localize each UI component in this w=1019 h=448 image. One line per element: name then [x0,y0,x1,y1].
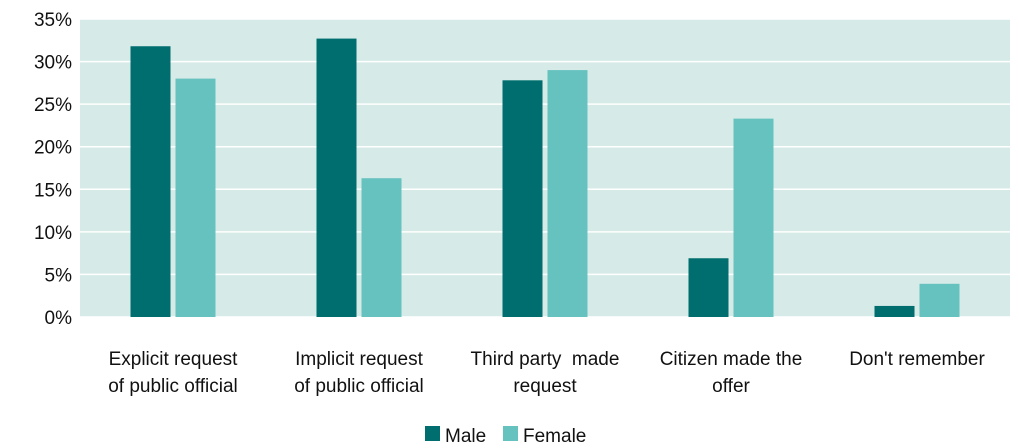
gridlines [80,18,1010,318]
y-tick-label: 15% [34,180,72,201]
y-tick-label: 20% [34,138,72,159]
legend-label-male: Male [445,426,486,447]
category-label: Explicit request [109,349,239,370]
bar-female-3 [733,118,774,317]
category-label: request [513,376,577,397]
category-label: Don't remember [849,349,985,370]
category-label: Citizen made the [660,349,803,370]
y-tick-label: 0% [45,308,73,329]
category-label: Third party made [471,349,620,370]
legend: Male Female [425,426,586,447]
plot-area [80,19,1010,317]
y-tick-label: 10% [34,223,72,244]
y-tick-label: 5% [45,265,73,286]
bar-female-2 [547,70,588,317]
legend-swatch-male [425,426,440,441]
category-label: Implicit request [295,349,423,370]
category-label: of public official [294,376,424,397]
y-tick-label: 25% [34,95,72,116]
y-axis-ticks: 0% 5% 10% 15% 20% 25% 30% 35% [34,10,72,329]
legend-label-female: Female [523,426,586,447]
x-axis-categories: Explicit request of public official Implic… [108,349,985,397]
bar-female-0 [175,78,216,317]
bar-male-4 [874,305,915,317]
bars [130,38,960,317]
y-tick-label: 30% [34,53,72,74]
bar-male-3 [688,258,729,317]
bar-male-0 [130,46,171,317]
bar-male-1 [316,38,357,317]
category-label: of public official [108,376,238,397]
category-label: offer [712,376,750,397]
legend-swatch-female [503,426,518,441]
bar-male-2 [502,80,543,317]
bar-female-1 [361,178,402,317]
y-tick-label: 35% [34,10,72,31]
bar-female-4 [919,283,960,317]
